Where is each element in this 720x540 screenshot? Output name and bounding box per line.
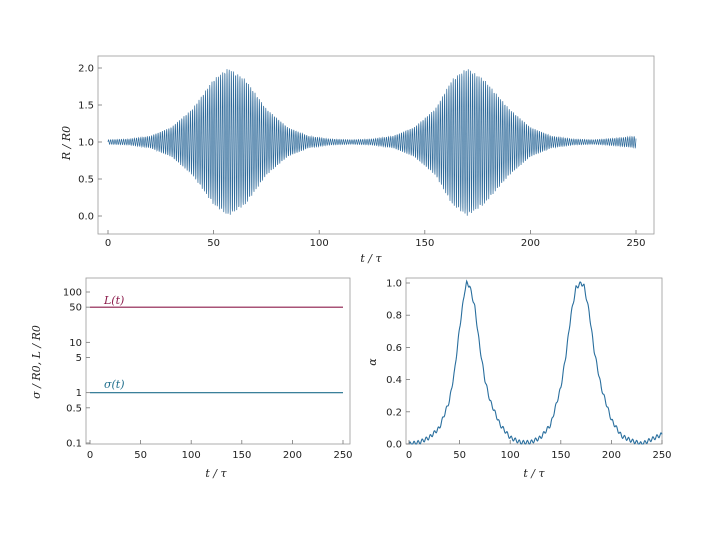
panel-br-plot-area [408,279,663,445]
alpha-curve [408,279,663,445]
panel-br-ylabel: α [366,358,379,366]
y-tick-label: 10 [69,338,82,349]
x-tick-label: 0 [87,450,93,461]
series-label-sigma: σ(t) [104,378,125,391]
y-tick-label: 0.5 [78,175,94,186]
x-tick-label: 200 [602,450,621,461]
x-tick-label: 100 [501,450,520,461]
panel-top-y-ticks: 0.0 0.5 1.0 1.5 2.0 [78,64,102,223]
y-tick-label: 0.1 [66,439,82,450]
panel-br-frame [405,277,663,445]
y-tick-label: 0.8 [386,311,402,322]
y-tick-label: 100 [63,288,82,299]
panel-top-x-ticks: 0 50 100 150 200 250 [105,230,646,249]
panel-top-frame [97,55,655,235]
x-tick-label: 150 [415,238,434,249]
y-tick-label: 1 [76,388,82,399]
y-tick-label: 1.0 [386,279,402,290]
panel-bl-frame [85,277,351,445]
panel-br-xlabel: t / τ [523,467,545,480]
x-tick-label: 50 [453,450,466,461]
x-tick-label: 200 [283,450,302,461]
series-label-L: L(t) [103,294,124,307]
y-tick-label: 1.0 [78,138,94,149]
oscillation-curve [107,69,637,216]
x-tick-label: 0 [105,238,111,249]
x-tick-label: 150 [232,450,251,461]
panel-top-ylabel: R / R0 [60,126,73,161]
panel-bl-x-ticks: 0 50 100 150 200 250 [87,440,353,461]
x-tick-label: 250 [333,450,352,461]
x-tick-label: 250 [652,450,671,461]
y-tick-label: 50 [69,303,82,314]
y-tick-label: 2.0 [78,64,94,75]
panel-bl-xlabel: t / τ [205,467,227,480]
panel-top: 0 50 100 150 200 250 0.0 0.5 1.0 1.5 2.0 t / τ R … [60,55,655,265]
y-tick-label: 5 [76,353,82,364]
x-tick-label: 250 [626,238,645,249]
y-tick-label: 1.5 [78,101,94,112]
x-tick-label: 100 [310,238,329,249]
x-tick-label: 150 [551,450,570,461]
x-tick-label: 0 [406,450,412,461]
panel-bl-ylabel: σ / R0, L / R0 [30,325,43,399]
panel-br-x-ticks: 0 50 100 150 200 250 [406,440,672,461]
panel-bl-y-ticks: 0.1 0.5 1 5 10 50 100 [63,288,90,450]
x-tick-label: 100 [182,450,201,461]
panel-bl-plot-area [90,306,343,394]
x-tick-label: 50 [207,238,220,249]
panel-top-plot-area [107,69,637,216]
panel-top-xlabel: t / τ [360,252,382,265]
panel-bottom-right: 0 50 100 150 200 250 0.0 0.2 0.4 0.6 0.8 1.0 t / τ… [366,277,672,480]
y-tick-label: 0.2 [386,407,402,418]
panel-bottom-left: 0 50 100 150 200 250 0.1 0.5 1 5 10 50 100 L(t) σ(t… [30,277,353,480]
y-tick-label: 0.5 [66,403,82,414]
panel-br-y-ticks: 0.0 0.2 0.4 0.6 0.8 1.0 [386,279,410,451]
y-tick-label: 0.0 [78,212,94,223]
y-tick-label: 0.0 [386,440,402,451]
x-tick-label: 200 [521,238,540,249]
y-tick-label: 0.4 [386,375,402,386]
x-tick-label: 50 [134,450,147,461]
y-tick-label: 0.6 [386,343,402,354]
